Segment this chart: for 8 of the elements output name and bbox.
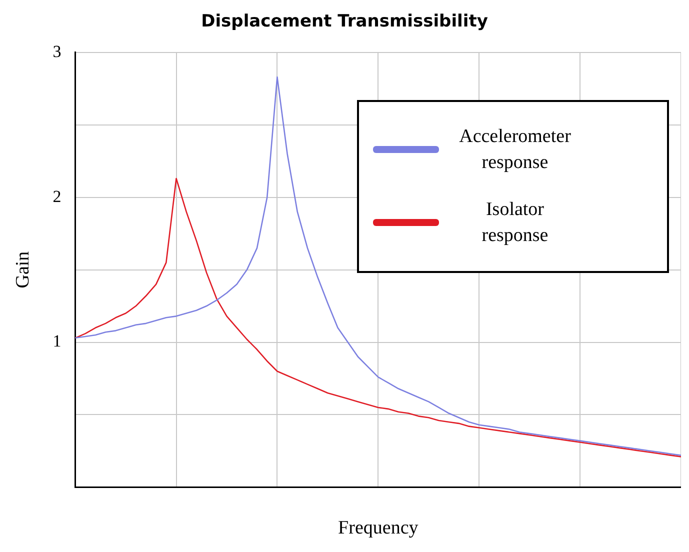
chart-title: Displacement Transmissibility — [201, 12, 488, 32]
x-axis-title: Frequency — [338, 518, 419, 539]
y-tick-label: 2 — [52, 186, 62, 206]
y-tick-label: 1 — [52, 332, 62, 351]
legend-label: Accelerometer response — [458, 125, 572, 175]
y-axis-title: Gain — [12, 250, 34, 288]
y-tick-label: 3 — [52, 42, 62, 61]
legend-label: Isolator response — [480, 198, 550, 248]
